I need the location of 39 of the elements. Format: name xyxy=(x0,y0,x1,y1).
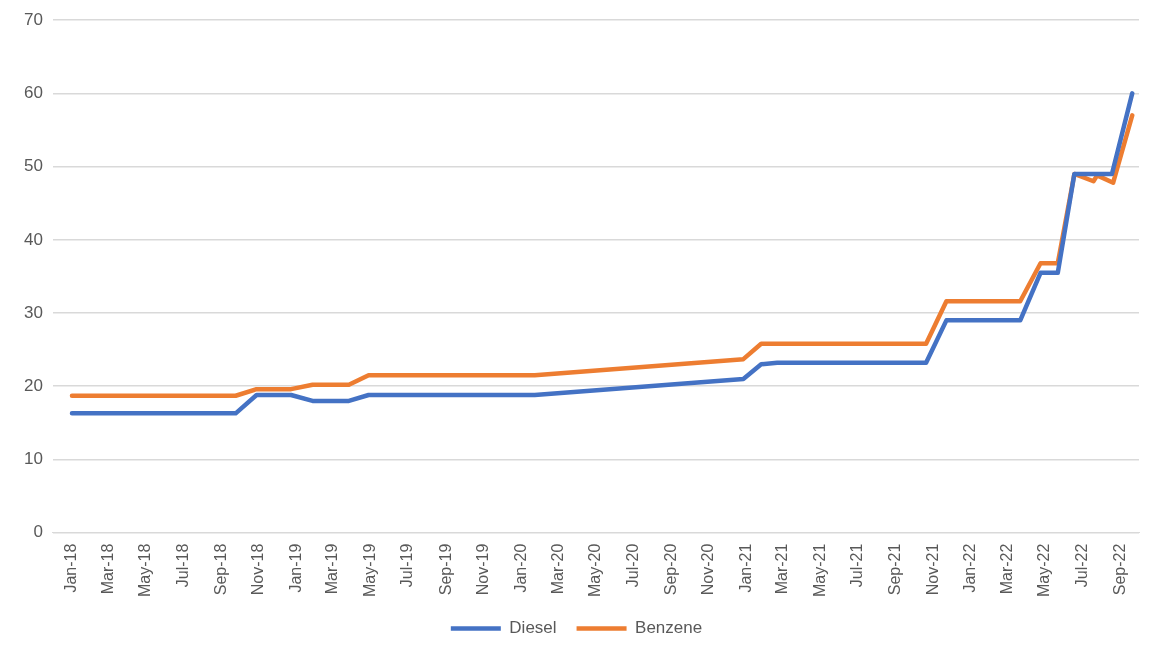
x-tick-label: Jan-22 xyxy=(961,543,979,593)
x-tick-label: Jan-21 xyxy=(736,543,754,593)
x-tick-label: Jan-18 xyxy=(62,543,80,593)
x-tick-label: Jan-19 xyxy=(286,543,304,593)
x-tick-label: Jul-20 xyxy=(623,543,641,588)
x-tick-label: Mar-22 xyxy=(997,543,1015,595)
x-tick-label: Sep-21 xyxy=(886,543,904,596)
y-tick-label: 70 xyxy=(23,9,43,29)
x-tick-label: Nov-21 xyxy=(923,543,941,596)
x-tick-label: Mar-20 xyxy=(548,543,566,595)
y-tick-label: 10 xyxy=(23,449,43,469)
x-tick-label: Mar-21 xyxy=(773,543,791,595)
x-tick-label: May-19 xyxy=(360,543,378,598)
x-tick-label: Sep-18 xyxy=(211,543,229,596)
x-tick-label: Sep-22 xyxy=(1110,543,1128,596)
y-tick-label: 30 xyxy=(23,302,43,322)
x-tick-label: Jul-21 xyxy=(848,543,866,588)
x-tick-label: Nov-20 xyxy=(699,543,717,596)
y-tick-label: 40 xyxy=(23,229,43,249)
x-tick-label: Mar-19 xyxy=(323,543,341,595)
x-tick-label: Jan-20 xyxy=(511,543,529,593)
legend-label: Benzene xyxy=(635,618,703,638)
x-tick-label: May-18 xyxy=(136,543,154,598)
x-tick-label: May-21 xyxy=(810,543,828,598)
y-tick-label: 60 xyxy=(23,83,43,103)
y-tick-label: 50 xyxy=(23,156,43,176)
x-tick-label: Sep-19 xyxy=(436,543,454,596)
x-tick-label: Jul-19 xyxy=(398,543,416,588)
legend-label: Diesel xyxy=(509,618,557,638)
x-tick-label: Mar-18 xyxy=(98,543,116,595)
x-tick-label: Nov-19 xyxy=(474,543,492,596)
y-tick-label: 20 xyxy=(23,375,43,395)
x-tick-label: Sep-20 xyxy=(661,543,679,596)
x-tick-label: May-20 xyxy=(586,543,604,598)
x-tick-label: Nov-18 xyxy=(249,543,267,596)
x-tick-label: May-22 xyxy=(1035,543,1053,598)
y-tick-label: 0 xyxy=(33,522,43,542)
x-tick-label: Jul-22 xyxy=(1072,543,1090,588)
x-tick-label: Jul-18 xyxy=(173,543,191,588)
